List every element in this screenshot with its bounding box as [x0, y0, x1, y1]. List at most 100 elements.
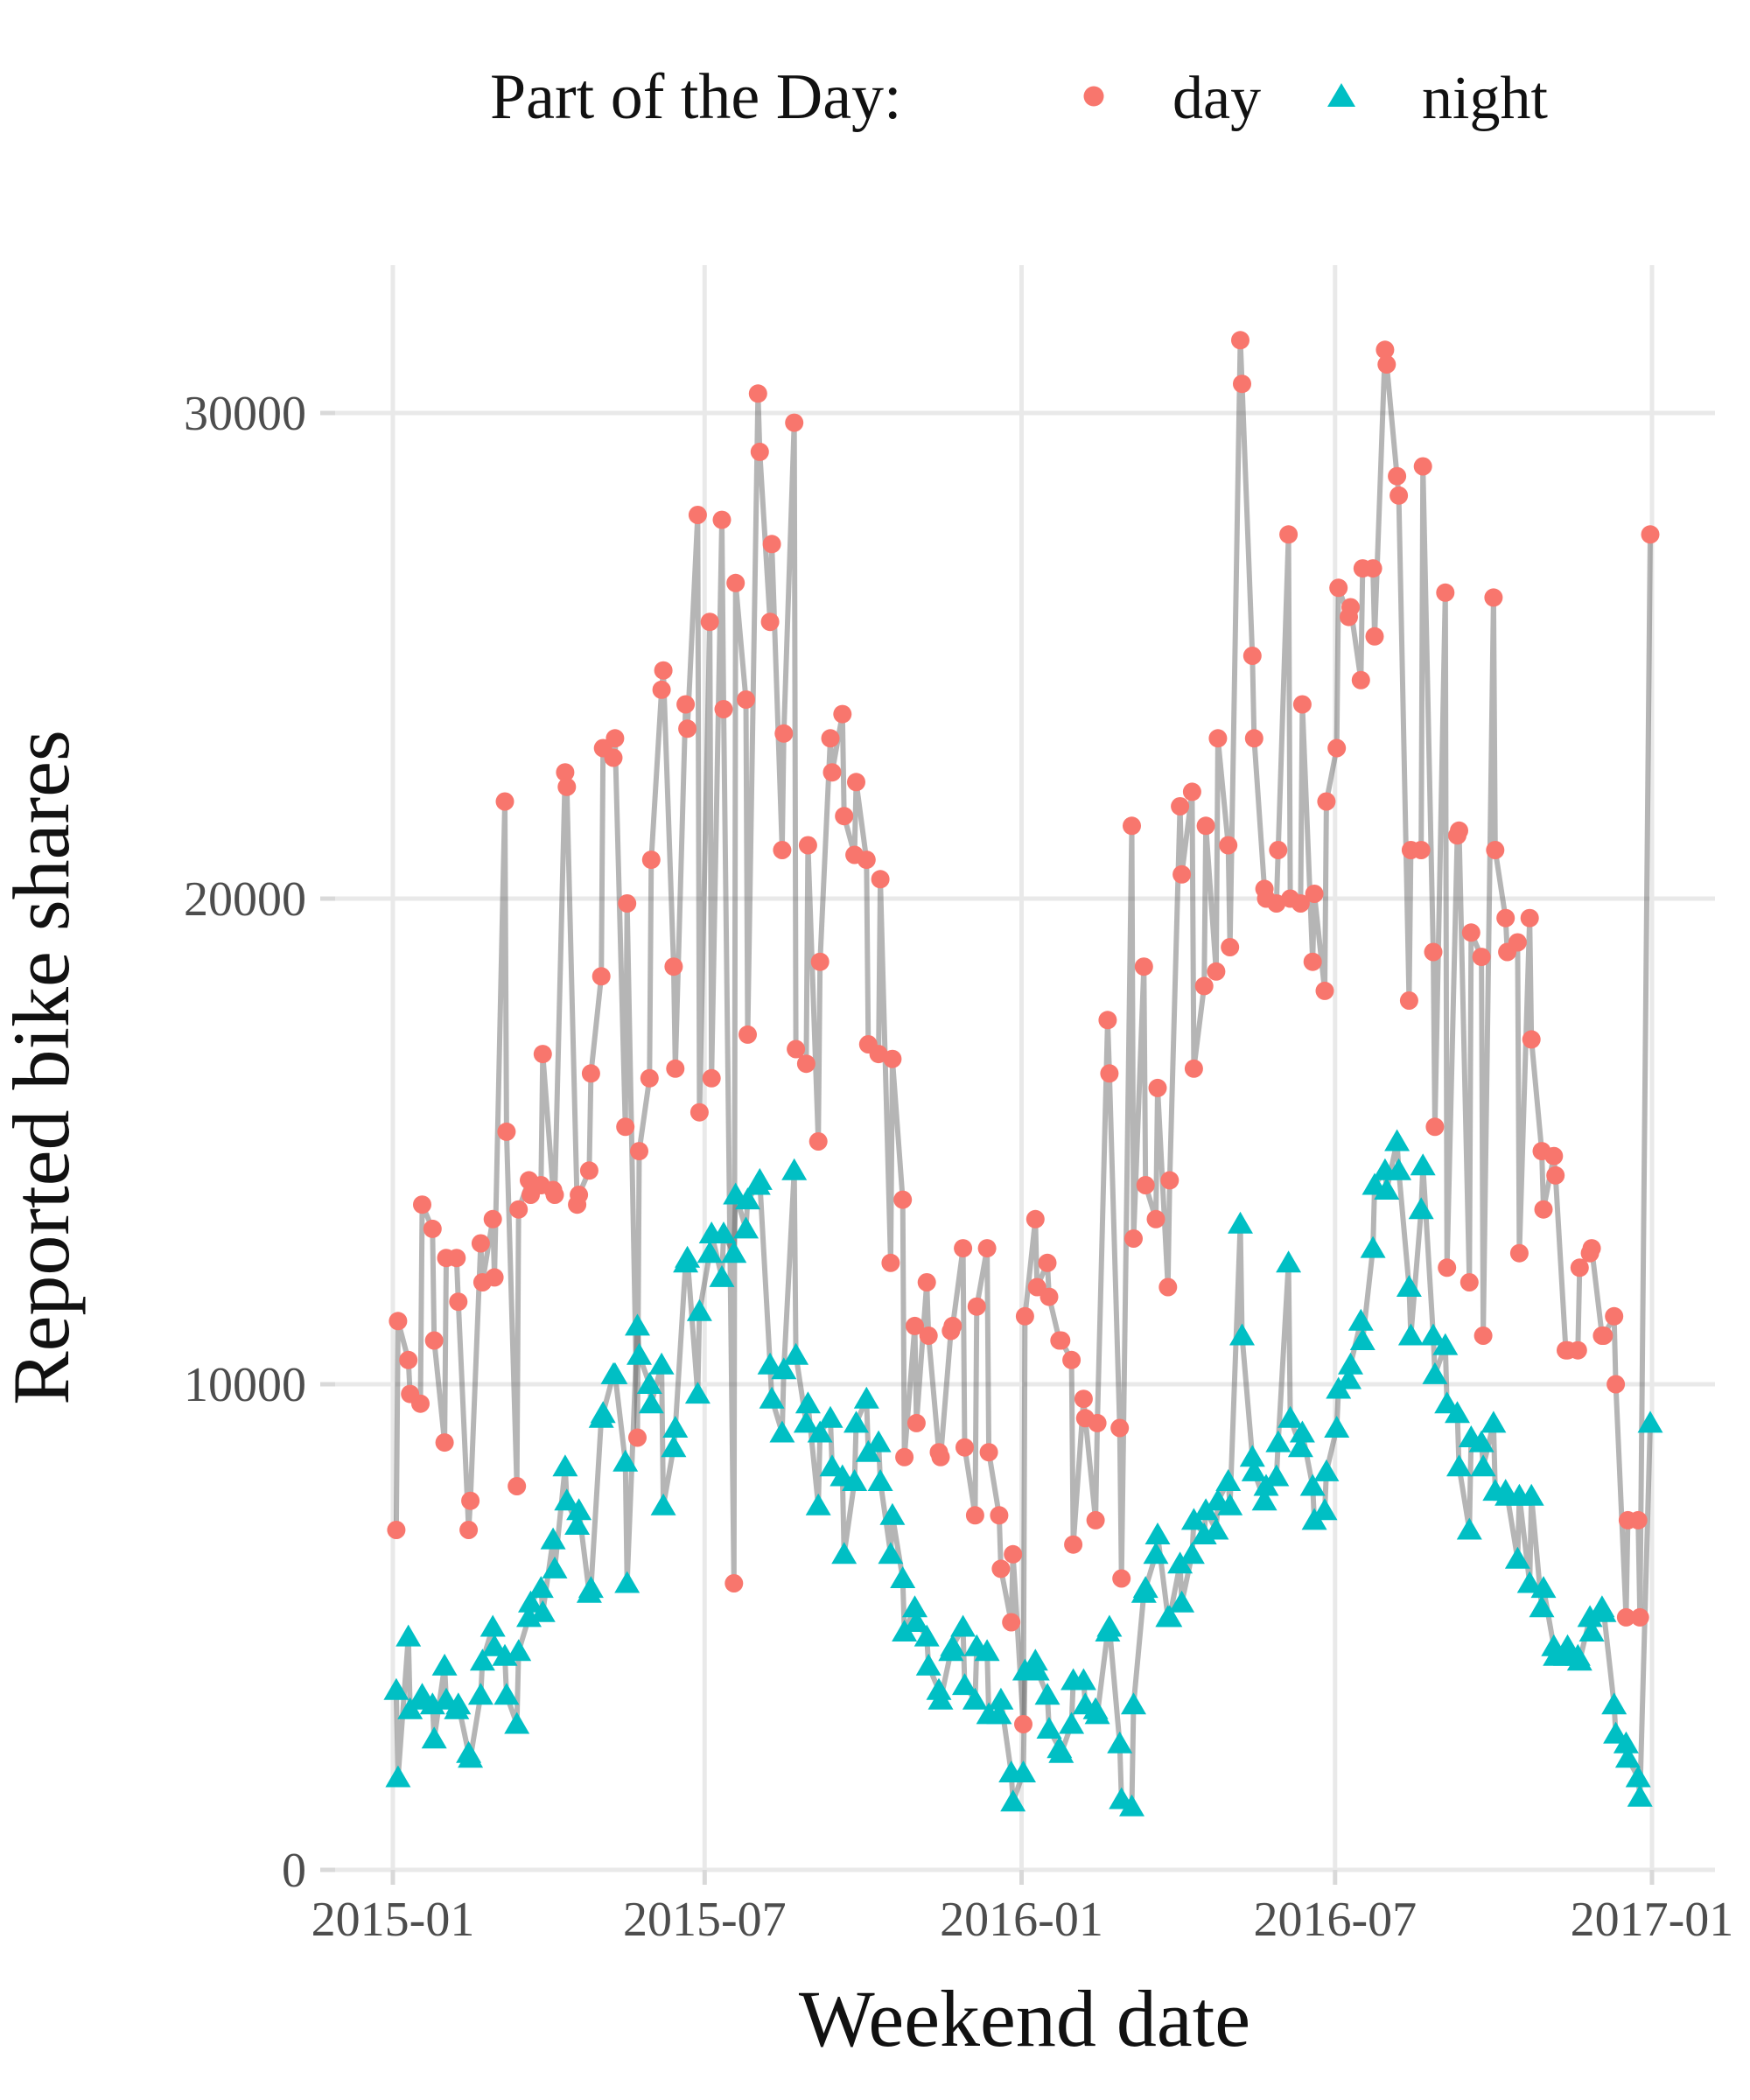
night-point	[1420, 1323, 1446, 1346]
night-point	[638, 1391, 664, 1414]
night-point	[1470, 1454, 1496, 1477]
day-point	[906, 1413, 926, 1432]
night-point	[1591, 1600, 1617, 1622]
day-point	[822, 763, 842, 782]
night-point	[481, 1634, 508, 1656]
night-point	[385, 1765, 411, 1788]
day-point	[664, 957, 683, 976]
night-point	[566, 1498, 592, 1521]
night-point	[1432, 1333, 1459, 1355]
day-point	[387, 1521, 406, 1539]
day-point	[1315, 981, 1334, 1000]
night-point	[662, 1416, 689, 1438]
day-point	[871, 870, 890, 889]
night-point	[928, 1687, 954, 1710]
day-point	[1317, 792, 1336, 811]
night-point	[675, 1245, 701, 1268]
x-axis-title: Weekend date	[799, 1974, 1250, 2063]
day-point	[1062, 1350, 1082, 1369]
night-point	[1313, 1459, 1340, 1481]
night-point	[396, 1624, 422, 1647]
day-point	[1244, 729, 1264, 748]
day-point	[388, 1312, 408, 1331]
day-point	[1184, 1059, 1203, 1078]
day-point	[581, 1064, 600, 1083]
day-point	[796, 1054, 816, 1074]
day-point	[1641, 525, 1660, 544]
day-point	[641, 850, 661, 870]
night-point	[1084, 1702, 1110, 1725]
night-point	[1000, 1789, 1026, 1812]
day-point	[774, 724, 794, 743]
night-point	[865, 1430, 892, 1452]
night-point	[1374, 1178, 1400, 1200]
y-tick-label: 10000	[184, 1358, 306, 1412]
night-point	[817, 1405, 844, 1428]
day-point	[1568, 1340, 1587, 1360]
day-point	[1630, 1607, 1649, 1627]
day-point	[967, 1297, 986, 1316]
day-point	[714, 700, 733, 718]
night-point	[1228, 1211, 1253, 1234]
day-point	[1110, 1418, 1130, 1438]
day-point	[1040, 1287, 1059, 1306]
night-point	[1408, 1197, 1434, 1220]
day-point	[724, 1574, 744, 1592]
day-point	[1136, 1176, 1155, 1194]
x-tick-label: 2016-07	[1253, 1893, 1417, 1947]
night-point	[1048, 1740, 1074, 1763]
night-point	[1386, 1158, 1412, 1180]
night-point	[552, 1454, 578, 1477]
day-point	[678, 719, 697, 738]
day-point	[833, 704, 852, 724]
legend-night-triangle-icon	[1327, 83, 1355, 107]
night-point	[1278, 1405, 1304, 1428]
day-point	[1124, 1229, 1143, 1248]
night-point	[1289, 1420, 1315, 1443]
day-point	[413, 1195, 431, 1214]
day-point	[808, 1132, 828, 1151]
night-point	[554, 1488, 580, 1511]
day-point	[630, 1142, 648, 1161]
day-point	[835, 807, 854, 826]
night-point	[1169, 1590, 1195, 1613]
day-point	[1052, 1331, 1071, 1350]
night-point	[1217, 1493, 1243, 1516]
legend-night-label: night	[1422, 65, 1548, 132]
day-point	[991, 1559, 1011, 1578]
day-point	[1496, 908, 1516, 928]
night-point	[410, 1683, 435, 1705]
day-point	[1123, 816, 1141, 836]
day-point	[1628, 1510, 1648, 1530]
night-point	[1229, 1323, 1255, 1346]
day-point	[787, 1040, 806, 1059]
night-point	[648, 1352, 675, 1375]
night-point	[819, 1454, 845, 1477]
day-point	[712, 510, 732, 529]
night-point	[807, 1420, 833, 1443]
day-point	[1390, 486, 1409, 505]
night-point	[844, 1410, 869, 1433]
night-point	[1299, 1474, 1326, 1496]
night-point	[962, 1687, 988, 1710]
day-point	[435, 1433, 454, 1452]
day-point	[628, 1428, 647, 1447]
day-point	[1509, 1243, 1529, 1263]
day-point	[857, 850, 876, 870]
series-points	[383, 331, 1663, 1816]
day-point	[1424, 942, 1443, 962]
day-point	[1182, 782, 1201, 802]
day-point	[1134, 957, 1153, 976]
day-point	[666, 1059, 685, 1078]
night-point	[1480, 1410, 1507, 1433]
day-point	[1267, 894, 1286, 913]
night-point	[746, 1167, 773, 1190]
night-point	[1179, 1542, 1205, 1564]
day-point	[471, 1234, 490, 1253]
night-point	[661, 1435, 687, 1458]
night-point	[1264, 1464, 1290, 1487]
day-point	[1148, 1078, 1167, 1097]
night-point	[892, 1620, 918, 1642]
day-point	[1269, 841, 1288, 859]
night-point	[1312, 1498, 1338, 1521]
